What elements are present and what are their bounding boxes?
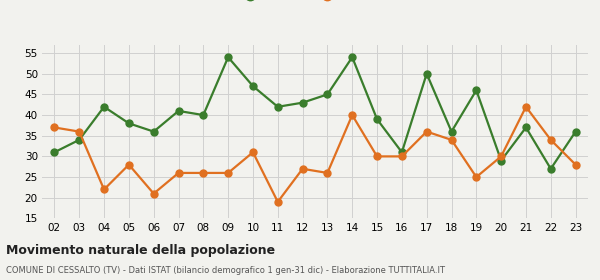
Decessi [423,130,430,133]
Decessi [274,200,281,204]
Decessi [175,171,182,175]
Legend: Nascite, Decessi: Nascite, Decessi [240,0,390,8]
Decessi [76,130,83,133]
Nascite [423,72,430,75]
Nascite [473,88,480,92]
Decessi [497,155,505,158]
Decessi [224,171,232,175]
Nascite [175,109,182,113]
Nascite [125,122,133,125]
Nascite [373,118,380,121]
Decessi [373,155,380,158]
Decessi [523,105,530,108]
Nascite [76,138,83,142]
Decessi [51,126,58,129]
Nascite [274,105,281,108]
Decessi [324,171,331,175]
Nascite [572,130,579,133]
Nascite [150,130,157,133]
Decessi [200,171,207,175]
Text: COMUNE DI CESSALTO (TV) - Dati ISTAT (bilancio demografico 1 gen-31 dic) - Elabo: COMUNE DI CESSALTO (TV) - Dati ISTAT (bi… [6,266,445,275]
Nascite [51,151,58,154]
Decessi [448,138,455,142]
Decessi [572,163,579,166]
Nascite [497,159,505,162]
Decessi [349,113,356,117]
Nascite [523,126,530,129]
Nascite [349,55,356,59]
Nascite [324,93,331,96]
Decessi [250,151,257,154]
Decessi [398,155,406,158]
Text: Movimento naturale della popolazione: Movimento naturale della popolazione [6,244,275,256]
Line: Decessi: Decessi [51,103,579,205]
Nascite [200,113,207,117]
Line: Nascite: Nascite [51,54,579,172]
Nascite [250,85,257,88]
Decessi [299,167,306,171]
Decessi [473,175,480,179]
Nascite [448,130,455,133]
Decessi [547,138,554,142]
Nascite [398,151,406,154]
Nascite [224,55,232,59]
Decessi [150,192,157,195]
Nascite [100,105,107,108]
Nascite [547,167,554,171]
Decessi [100,188,107,191]
Nascite [299,101,306,104]
Decessi [125,163,133,166]
